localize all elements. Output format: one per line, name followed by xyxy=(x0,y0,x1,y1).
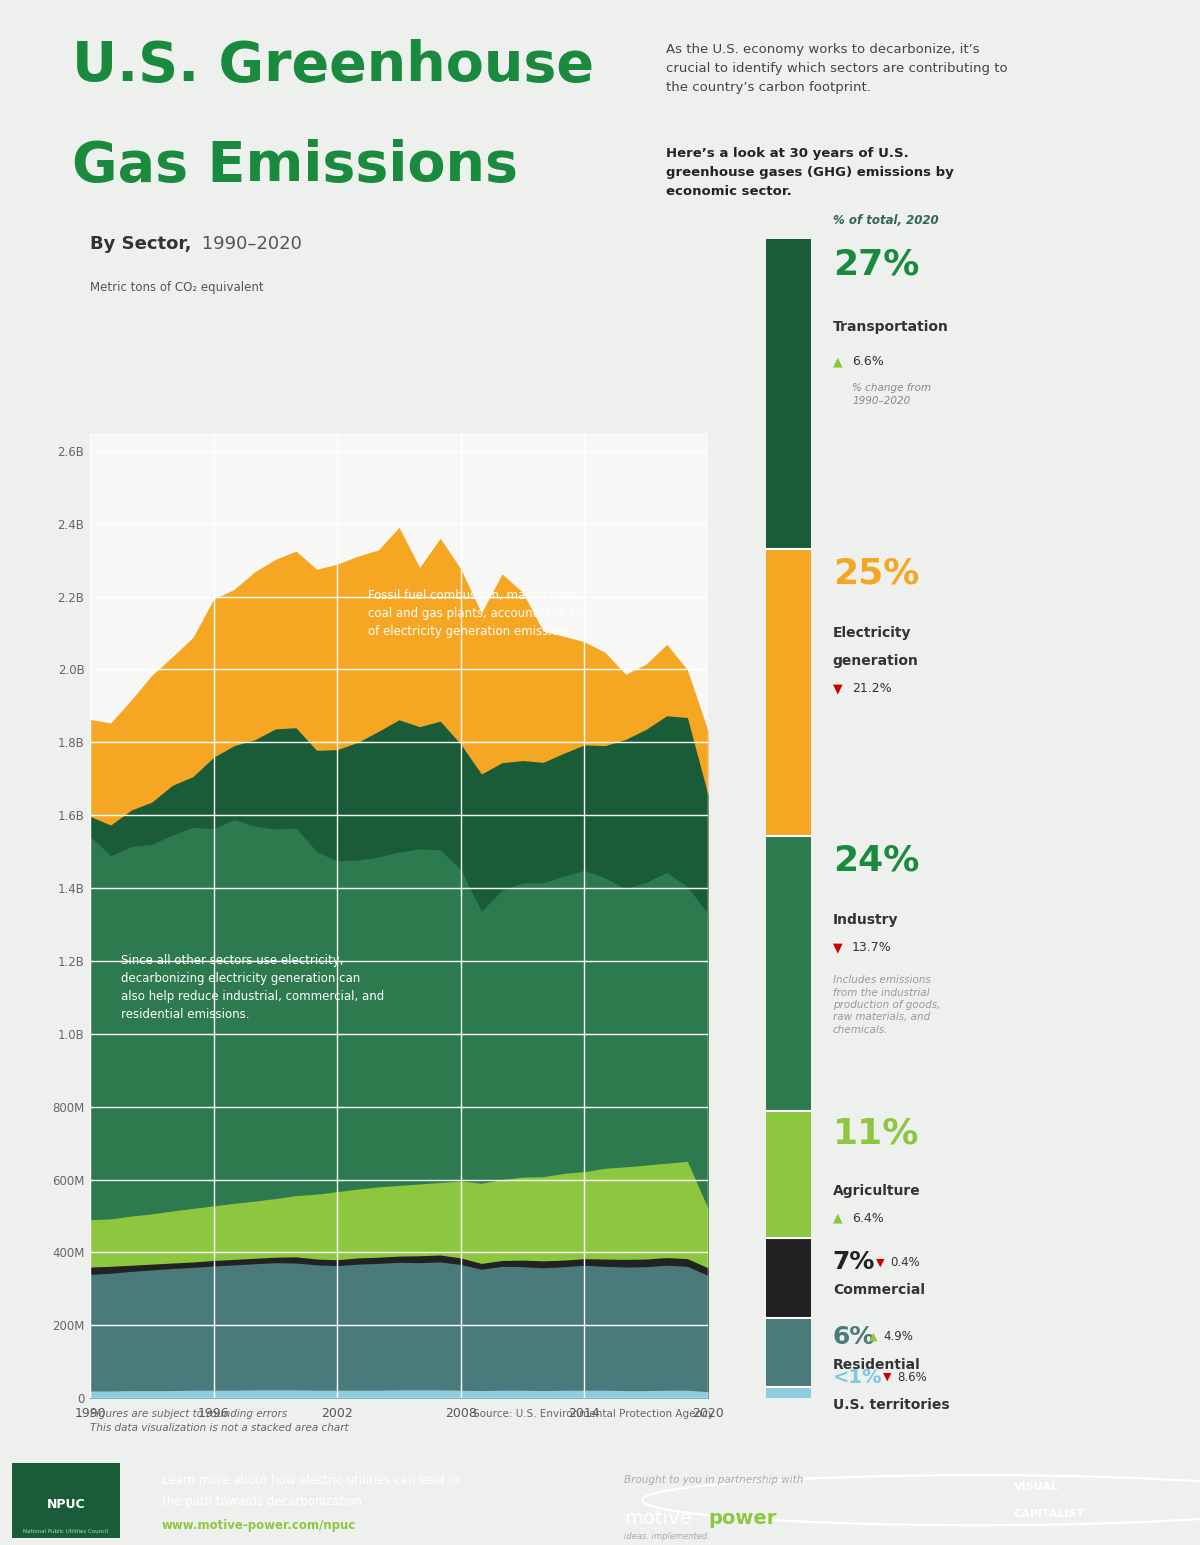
Text: www.motive-power.com/npuc: www.motive-power.com/npuc xyxy=(162,1519,356,1531)
Text: ▼: ▼ xyxy=(833,941,842,955)
Text: ▲: ▲ xyxy=(833,355,842,368)
Text: % change from
1990–2020: % change from 1990–2020 xyxy=(852,383,931,405)
Text: CAPITALIST: CAPITALIST xyxy=(1014,1508,1085,1519)
Text: Brought to you in partnership with: Brought to you in partnership with xyxy=(624,1475,803,1485)
Text: 7%: 7% xyxy=(833,1250,875,1275)
Text: ideas. implemented.: ideas. implemented. xyxy=(624,1531,710,1540)
Text: the path towards decarbonization.: the path towards decarbonization. xyxy=(162,1496,366,1508)
Text: Residential: Residential xyxy=(833,1358,920,1372)
Text: 27%: 27% xyxy=(833,247,919,281)
Text: ▼: ▼ xyxy=(876,1258,884,1267)
Text: ▼: ▼ xyxy=(883,1372,892,1383)
Text: 8.6%: 8.6% xyxy=(898,1370,928,1383)
Text: Source: U.S. Environmental Protection Agency: Source: U.S. Environmental Protection Ag… xyxy=(473,1409,714,1418)
Text: 13.7%: 13.7% xyxy=(852,941,892,955)
Text: Gas Emissions: Gas Emissions xyxy=(72,139,518,193)
Text: 6.4%: 6.4% xyxy=(852,1211,883,1225)
Text: Includes emissions
from the industrial
production of goods,
raw materials, and
c: Includes emissions from the industrial p… xyxy=(833,975,940,1035)
Text: motive: motive xyxy=(624,1508,691,1528)
Text: Commercial: Commercial xyxy=(833,1282,925,1298)
Text: % of total, 2020: % of total, 2020 xyxy=(833,215,938,227)
Text: As the U.S. economy works to decarbonize, it’s
crucial to identify which sectors: As the U.S. economy works to decarbonize… xyxy=(666,43,1008,94)
Text: VISUAL: VISUAL xyxy=(1014,1482,1058,1492)
Text: National Public Utilities Council: National Public Utilities Council xyxy=(24,1530,108,1534)
Text: Fossil fuel combustion, mainly from
coal and gas plants, accounts for 97%
of ele: Fossil fuel combustion, mainly from coal… xyxy=(368,589,594,638)
Text: Here’s a look at 30 years of U.S.
greenhouse gases (GHG) emissions by
economic s: Here’s a look at 30 years of U.S. greenh… xyxy=(666,147,954,198)
Text: generation: generation xyxy=(833,654,919,669)
Text: 6.6%: 6.6% xyxy=(852,355,883,368)
Text: Figures are subject to rounding errors
This data visualization is not a stacked : Figures are subject to rounding errors T… xyxy=(90,1409,349,1434)
Text: ▼: ▼ xyxy=(833,681,842,695)
Text: 1990–2020: 1990–2020 xyxy=(196,235,301,253)
Text: By Sector,: By Sector, xyxy=(90,235,192,253)
Text: <1%: <1% xyxy=(833,1367,882,1386)
Text: U.S. territories: U.S. territories xyxy=(833,1398,949,1412)
Text: Agriculture: Agriculture xyxy=(833,1183,920,1197)
Text: 4.9%: 4.9% xyxy=(883,1330,913,1344)
Text: Since all other sectors use electricity,
decarbonizing electricity generation ca: Since all other sectors use electricity,… xyxy=(121,953,384,1021)
Text: 21.2%: 21.2% xyxy=(852,681,892,695)
Text: NPUC: NPUC xyxy=(47,1499,85,1511)
Text: 11%: 11% xyxy=(833,1115,919,1149)
Text: ▲: ▲ xyxy=(869,1332,877,1343)
Text: Learn more about how electric utilities can lead in: Learn more about how electric utilities … xyxy=(162,1474,458,1486)
Text: Transportation: Transportation xyxy=(833,320,949,334)
Text: power: power xyxy=(708,1508,776,1528)
Text: Electricity: Electricity xyxy=(833,626,911,641)
Text: 25%: 25% xyxy=(833,556,919,592)
Text: Industry: Industry xyxy=(833,913,899,927)
Text: 0.4%: 0.4% xyxy=(890,1256,920,1268)
Text: U.S. Greenhouse: U.S. Greenhouse xyxy=(72,39,594,93)
Text: ▲: ▲ xyxy=(833,1211,842,1225)
Text: 24%: 24% xyxy=(833,844,919,878)
FancyBboxPatch shape xyxy=(12,1463,120,1537)
Text: 6%: 6% xyxy=(833,1326,875,1349)
Text: Metric tons of CO₂ equivalent: Metric tons of CO₂ equivalent xyxy=(90,281,264,294)
